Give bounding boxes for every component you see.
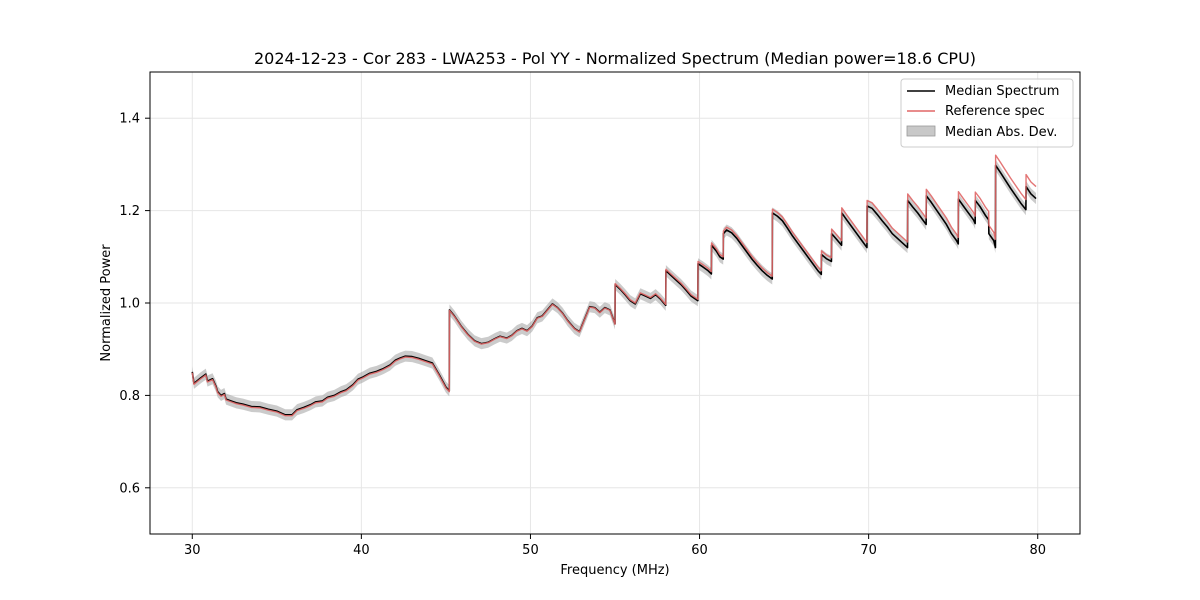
x-tick-label: 40: [353, 543, 370, 558]
legend-reference-label: Reference spec: [945, 104, 1045, 119]
x-tick-label: 80: [1029, 543, 1046, 558]
legend-box: [900, 78, 1074, 148]
x-tick-label: 70: [860, 543, 877, 558]
legend: Median Spectrum Reference spec Median Ab…: [900, 78, 1074, 148]
mad-band: [192, 159, 1037, 421]
y-tick-label: 0.8: [119, 389, 140, 404]
x-axis: 30 40 50 60 70 80: [184, 534, 1046, 558]
x-axis-label: Frequency (MHz): [560, 563, 669, 578]
mad-band-group: [192, 159, 1037, 421]
x-tick-label: 60: [691, 543, 708, 558]
y-tick-label: 1.0: [119, 297, 140, 312]
chart-title: 2024-12-23 - Cor 283 - LWA253 - Pol YY -…: [254, 49, 976, 68]
x-tick-label: 30: [184, 543, 201, 558]
reference-spec-line: [191, 154, 1037, 417]
y-axis-label: Normalized Power: [99, 244, 114, 362]
legend-median-label: Median Spectrum: [945, 84, 1059, 99]
y-tick-label: 1.4: [119, 112, 140, 127]
legend-mad-swatch: [906, 125, 936, 137]
y-tick-label: 0.6: [119, 481, 140, 496]
median-spectrum-line: [191, 164, 1037, 416]
legend-mad-label: Median Abs. Dev.: [945, 125, 1057, 140]
y-tick-label: 1.2: [119, 204, 140, 219]
series-lines: [191, 154, 1037, 417]
y-axis: 0.6 0.8 1.0 1.2 1.4: [119, 112, 150, 496]
x-tick-label: 50: [522, 543, 539, 558]
